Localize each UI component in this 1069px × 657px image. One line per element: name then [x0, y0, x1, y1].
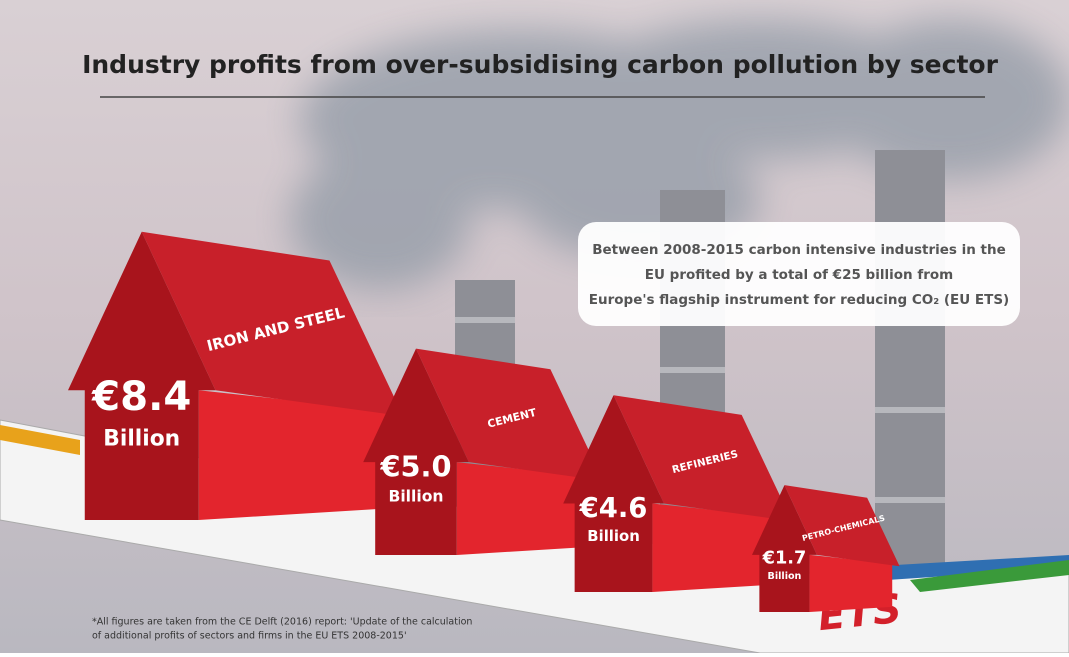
value-label: €5.0: [379, 449, 451, 483]
footnote-line: *All figures are taken from the CE Delft…: [92, 617, 472, 628]
house-front: [563, 395, 664, 592]
unit-label: Billion: [103, 426, 180, 451]
value-label: €1.7: [762, 549, 807, 569]
notes: Between 2008-2015 carbon intensive indus…: [92, 242, 1009, 642]
footnote-line: of additional profits of sectors and fir…: [92, 631, 407, 642]
house-roof: [784, 485, 900, 567]
houses: IRON AND STEEL€8.4BillionCEMENT€5.0Billi…: [68, 231, 900, 612]
house-roof: [416, 348, 604, 481]
annotation-line: Between 2008-2015 carbon intensive indus…: [592, 242, 1006, 258]
unit-label: Billion: [587, 527, 640, 545]
house-roof: [141, 231, 404, 417]
board-strip: [910, 560, 1069, 592]
house-side: [198, 390, 387, 520]
annotation-line: Europe's flagship instrument for reducin…: [589, 292, 1009, 308]
board-strip: [0, 425, 80, 455]
house-side: [809, 554, 893, 612]
annotation-line: EU profited by a total of €25 billion fr…: [645, 267, 953, 283]
unit-label: Billion: [768, 571, 802, 582]
chart-title: Industry profits from over-subsidising c…: [82, 50, 998, 79]
unit-label: Billion: [388, 488, 443, 506]
house-front: [68, 231, 216, 520]
house-roof: [613, 395, 792, 522]
value-label: €8.4: [91, 374, 191, 420]
annotation-box: [578, 222, 1020, 326]
house-side: [456, 462, 592, 555]
house-side: [652, 503, 781, 592]
house-front: [363, 348, 469, 555]
house-front: [752, 485, 817, 612]
value-label: €4.6: [579, 493, 648, 524]
